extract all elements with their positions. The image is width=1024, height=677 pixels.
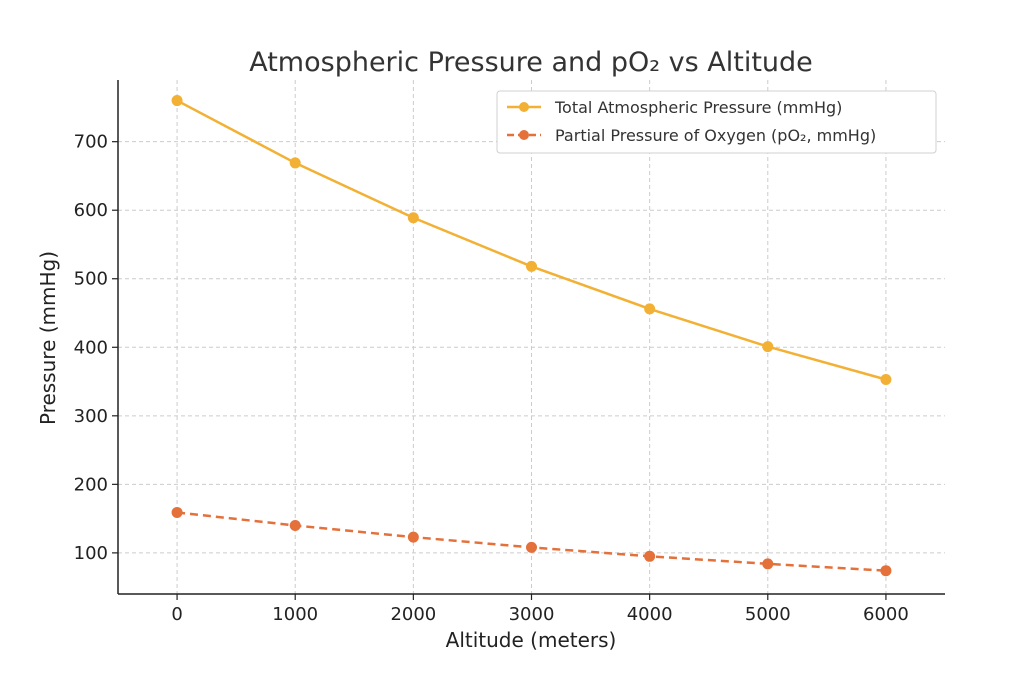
series-layer [171, 95, 892, 577]
chart-title: Atmospheric Pressure and pO₂ vs Altitude [249, 47, 813, 78]
series-1-point [644, 303, 656, 315]
series-1-point [289, 157, 301, 169]
y-axis-label: Pressure (mmHg) [36, 251, 60, 425]
x-tick-label: 5000 [745, 604, 791, 625]
x-tick-label: 2000 [390, 604, 436, 625]
legend-box [496, 90, 937, 154]
axes [112, 80, 945, 600]
y-tick-label: 100 [74, 543, 108, 564]
series-2-point [880, 565, 892, 577]
series-2-point [526, 541, 537, 553]
y-tick-label: 200 [74, 474, 108, 495]
y-tick-label: 400 [74, 337, 108, 358]
legend-label-2: Partial Pressure of Oxygen (pO₂, mmHg) [555, 126, 876, 145]
series-2-point [407, 531, 419, 543]
x-tick-label: 6000 [863, 604, 909, 625]
tick-labels: 0 1000 2000 3000 4000 5000 6000 100 200 300 400 500… [74, 132, 909, 625]
series-2-point [289, 519, 301, 531]
y-tick-label: 700 [74, 132, 108, 153]
y-tick-label: 500 [74, 269, 108, 290]
series-2-point [762, 558, 774, 570]
legend-marker-2 [519, 130, 529, 140]
series-2-point [171, 506, 183, 518]
y-tick-label: 600 [74, 200, 108, 221]
series-1-point [171, 95, 183, 107]
series-2-point [644, 550, 656, 562]
x-axis-label: Altitude (meters) [446, 628, 617, 652]
x-tick-label: 0 [171, 604, 182, 625]
legend-marker-1 [519, 102, 529, 112]
x-tick-label: 1000 [272, 604, 318, 625]
y-tick-label: 300 [74, 406, 108, 427]
legend: Total Atmospheric Pressure (mmHg) Partial… [496, 90, 937, 154]
series-1-point [526, 260, 537, 272]
series-1-point [762, 341, 774, 353]
series-1-point [880, 373, 892, 385]
series-1-point [407, 212, 419, 224]
x-tick-label: 4000 [627, 604, 673, 625]
legend-label-1: Total Atmospheric Pressure (mmHg) [554, 98, 842, 117]
grid [118, 80, 945, 594]
x-tick-label: 3000 [509, 604, 555, 625]
